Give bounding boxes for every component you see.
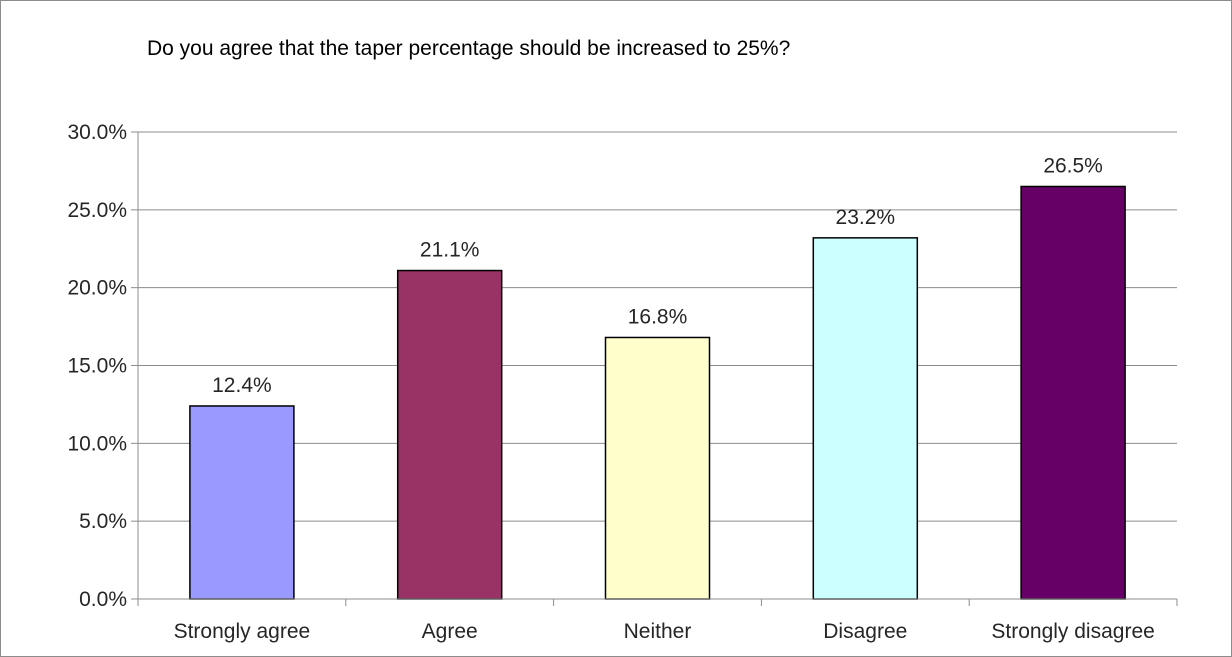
y-tick-label: 5.0% — [79, 510, 127, 533]
y-tick-label: 10.0% — [67, 432, 127, 455]
x-tick-label: Agree — [422, 620, 478, 643]
y-tick-label: 15.0% — [67, 355, 127, 378]
y-tick-label: 25.0% — [67, 199, 127, 222]
y-tick-label: 20.0% — [67, 277, 127, 300]
y-tick-label: 30.0% — [67, 121, 127, 144]
bar — [396, 269, 503, 600]
data-label: 21.1% — [420, 239, 480, 262]
y-tick-label: 0.0% — [79, 588, 127, 611]
data-label: 12.4% — [212, 374, 272, 397]
x-tick-label: Strongly disagree — [991, 620, 1154, 643]
data-label: 23.2% — [836, 206, 896, 229]
bar — [604, 336, 711, 600]
x-tick-label: Disagree — [823, 620, 907, 643]
bar — [812, 237, 919, 600]
data-label: 26.5% — [1043, 154, 1103, 177]
x-tick-label: Neither — [624, 620, 692, 643]
bar — [189, 405, 295, 600]
data-label: 16.8% — [628, 305, 688, 328]
bar — [1020, 185, 1126, 600]
x-tick-label: Strongly agree — [174, 620, 311, 643]
chart-title: Do you agree that the taper percentage s… — [147, 37, 791, 60]
